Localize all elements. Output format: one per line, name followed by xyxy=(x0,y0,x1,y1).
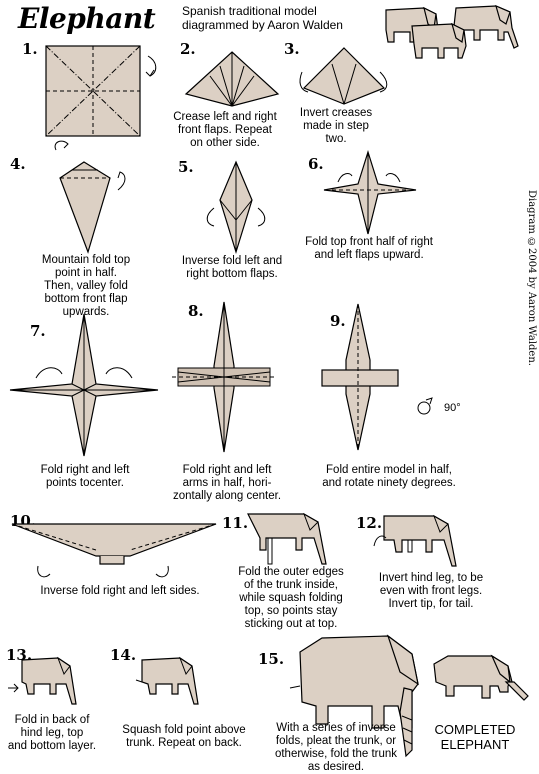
step-1-diagram xyxy=(45,45,157,137)
step-15-diagram xyxy=(289,634,419,758)
step-6-caption: Fold top front half of right and left fl… xyxy=(305,236,433,261)
step-7-number: 7. xyxy=(30,322,46,340)
step-6-number: 6. xyxy=(308,155,324,173)
step-5-diagram xyxy=(206,160,266,255)
step-4-caption: Mountain fold top point in half. Then, v… xyxy=(41,254,131,318)
step-15-number: 15. xyxy=(258,650,285,668)
step-8-number: 8. xyxy=(188,302,204,320)
step-12-caption: Invert hind leg, to be even with front l… xyxy=(378,572,484,610)
step-5-caption: Inverse fold left and right bottom flaps… xyxy=(181,255,283,280)
step-10-caption: Inverse fold right and left sides. xyxy=(40,585,200,597)
completed-label: COMPLETED ELEPHANT xyxy=(434,722,516,752)
step-13-diagram xyxy=(8,656,77,705)
step-1-number: 1. xyxy=(22,40,38,58)
step-12-number: 12. xyxy=(356,514,383,532)
step-9-diagram xyxy=(321,303,399,451)
step-4-diagram xyxy=(54,140,126,254)
step-4-number: 4. xyxy=(10,155,26,173)
step-9-number: 9. xyxy=(330,312,346,330)
step-2-caption: Crease left and right front flaps. Repea… xyxy=(173,111,277,149)
step-15-caption: With a series of inverse folds, pleat th… xyxy=(274,722,398,773)
step-3-diagram xyxy=(299,47,388,105)
step-13-caption: Fold in back of hind leg, top and bottom… xyxy=(7,714,97,752)
step-9-caption: Fold entire model in half, and rotate ni… xyxy=(322,464,456,489)
step-11-diagram xyxy=(247,512,327,565)
rotate-icon xyxy=(417,397,433,415)
step-7-diagram xyxy=(9,313,159,457)
step-14-caption: Squash fold point above trunk. Repeat on… xyxy=(122,724,246,749)
step-3-number: 3. xyxy=(284,40,300,58)
credit-text: Diagram ©2004 by Aaron Walden. xyxy=(526,190,537,366)
step-7-caption: Fold right and left points tocenter. xyxy=(40,464,130,489)
step-3-caption: Invert creases made in step two. xyxy=(299,107,373,145)
step-12-diagram xyxy=(373,514,457,567)
step-8-diagram xyxy=(172,301,276,453)
subtitle: Spanish traditional model diagrammed by … xyxy=(182,4,343,32)
step-8-caption: Fold right and left arms in half, hori- … xyxy=(172,464,282,502)
step-11-caption: Fold the outer edges of the trunk inside… xyxy=(238,566,344,630)
step-6-diagram xyxy=(323,149,417,235)
completed-elephant-illustration xyxy=(433,654,529,701)
step-10-diagram xyxy=(11,523,217,578)
header-elephants-illustration xyxy=(385,4,519,59)
step-14-number: 14. xyxy=(110,646,137,664)
page-title: Elephant xyxy=(18,2,156,35)
step-5-number: 5. xyxy=(178,158,194,176)
rotation-label: 90° xyxy=(444,402,461,414)
step-2-number: 2. xyxy=(180,40,196,58)
step-14-diagram xyxy=(135,656,199,705)
step-2-diagram xyxy=(184,51,280,107)
step-11-number: 11. xyxy=(222,514,249,532)
